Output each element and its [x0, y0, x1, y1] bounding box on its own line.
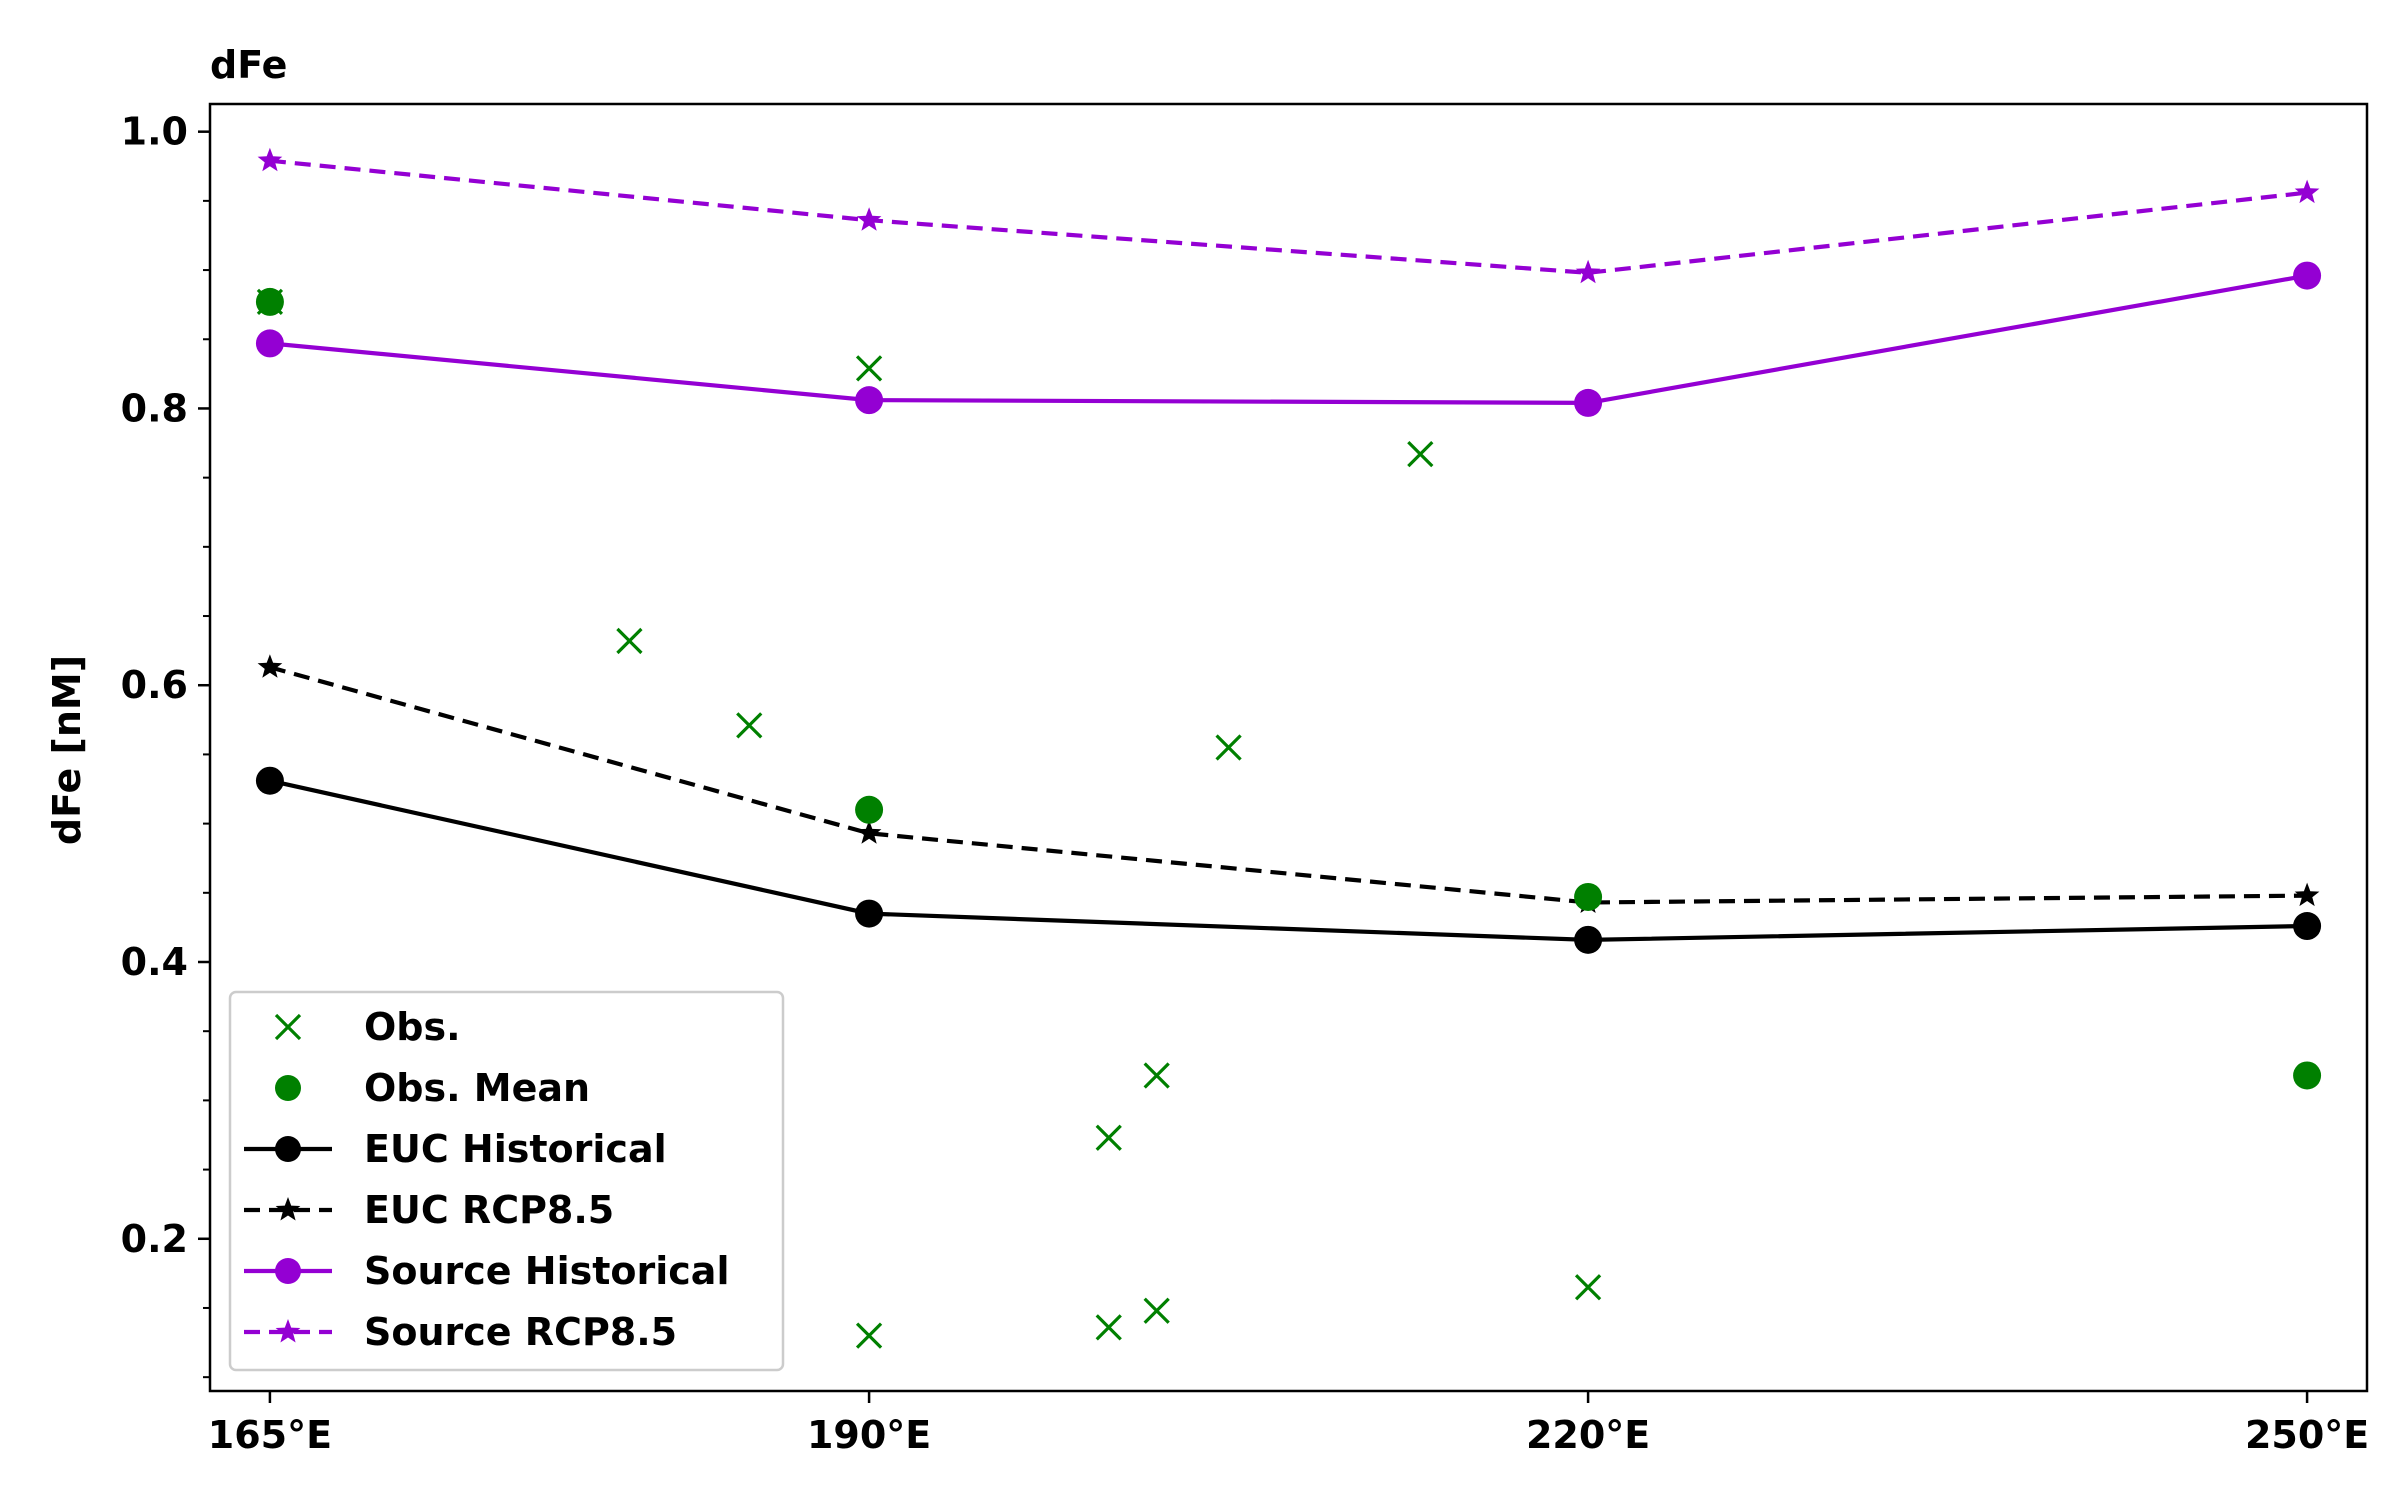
data-point — [1143, 1297, 1170, 1324]
y-tick-label: 0.6 — [121, 663, 188, 707]
y-tick-label: 0.2 — [121, 1217, 188, 1261]
data-point — [255, 329, 284, 358]
series-line — [269, 158, 2308, 275]
x-tick-label: 250°E — [2245, 1413, 2369, 1457]
legend-label: EUC Historical — [364, 1127, 667, 1171]
legend-marker — [274, 1013, 302, 1041]
plot-frame — [208, 102, 2369, 1393]
y-tick-label: 0.4 — [121, 940, 188, 984]
legend-marker — [275, 1197, 301, 1221]
data-point — [1143, 1062, 1170, 1089]
data-point — [1574, 1274, 1602, 1301]
series-line — [269, 273, 2308, 406]
data-point — [2293, 261, 2322, 290]
data-point — [856, 820, 882, 844]
y-tick-label: 0.8 — [121, 386, 188, 430]
data-point — [255, 766, 284, 795]
data-point — [2294, 882, 2320, 907]
chart-title: dFe — [210, 43, 287, 87]
data-point — [1574, 388, 1603, 417]
plot-area — [255, 147, 2322, 1349]
legend-label: Obs. Mean — [364, 1066, 590, 1110]
y-tick-label: 1.0 — [121, 110, 188, 154]
data-point — [855, 355, 883, 382]
series-line — [269, 665, 2308, 905]
legend-label: EUC RCP8.5 — [364, 1188, 614, 1232]
data-point — [1407, 440, 1434, 468]
legend-box — [228, 990, 785, 1372]
x-tick-label: 220°E — [1526, 1413, 1650, 1457]
legend-label: Source Historical — [364, 1249, 729, 1293]
data-point — [2293, 912, 2322, 941]
legend: Obs. Obs. Mean EUC Historical EUC RCP8.5 Sou… — [228, 990, 785, 1372]
data-point — [2294, 179, 2320, 204]
legend-label: Source RCP8.5 — [364, 1310, 677, 1354]
data-point — [1574, 925, 1603, 954]
data-point — [257, 654, 283, 678]
data-point — [616, 627, 643, 655]
legend-marker — [275, 1136, 301, 1162]
x-tick-label: 165°E — [208, 1413, 332, 1457]
data-point — [855, 1322, 883, 1349]
data-point — [1575, 259, 1601, 284]
data-point — [1574, 882, 1603, 911]
data-point — [856, 207, 882, 231]
data-point — [2293, 1061, 2322, 1090]
data-point — [1095, 1124, 1122, 1151]
axes: 165°E 190°E 220°E 250°E 0.2 0.4 0.6 0.8 1.0 — [121, 110, 2370, 1457]
data-point — [855, 899, 884, 928]
legend-marker — [275, 1258, 301, 1284]
legend-marker — [275, 1319, 301, 1343]
data-point — [1215, 734, 1242, 761]
y-axis-title: dFe [nM] — [45, 655, 89, 845]
x-tick-label: 190°E — [807, 1413, 931, 1457]
data-point — [1095, 1314, 1122, 1341]
data-point — [855, 386, 884, 415]
legend-marker — [275, 1075, 301, 1101]
data-point — [736, 712, 763, 739]
data-point — [257, 147, 283, 172]
series-line — [269, 778, 2308, 943]
legend-label: Obs. — [364, 1005, 461, 1049]
data-point — [855, 795, 884, 824]
data-point — [255, 287, 284, 316]
